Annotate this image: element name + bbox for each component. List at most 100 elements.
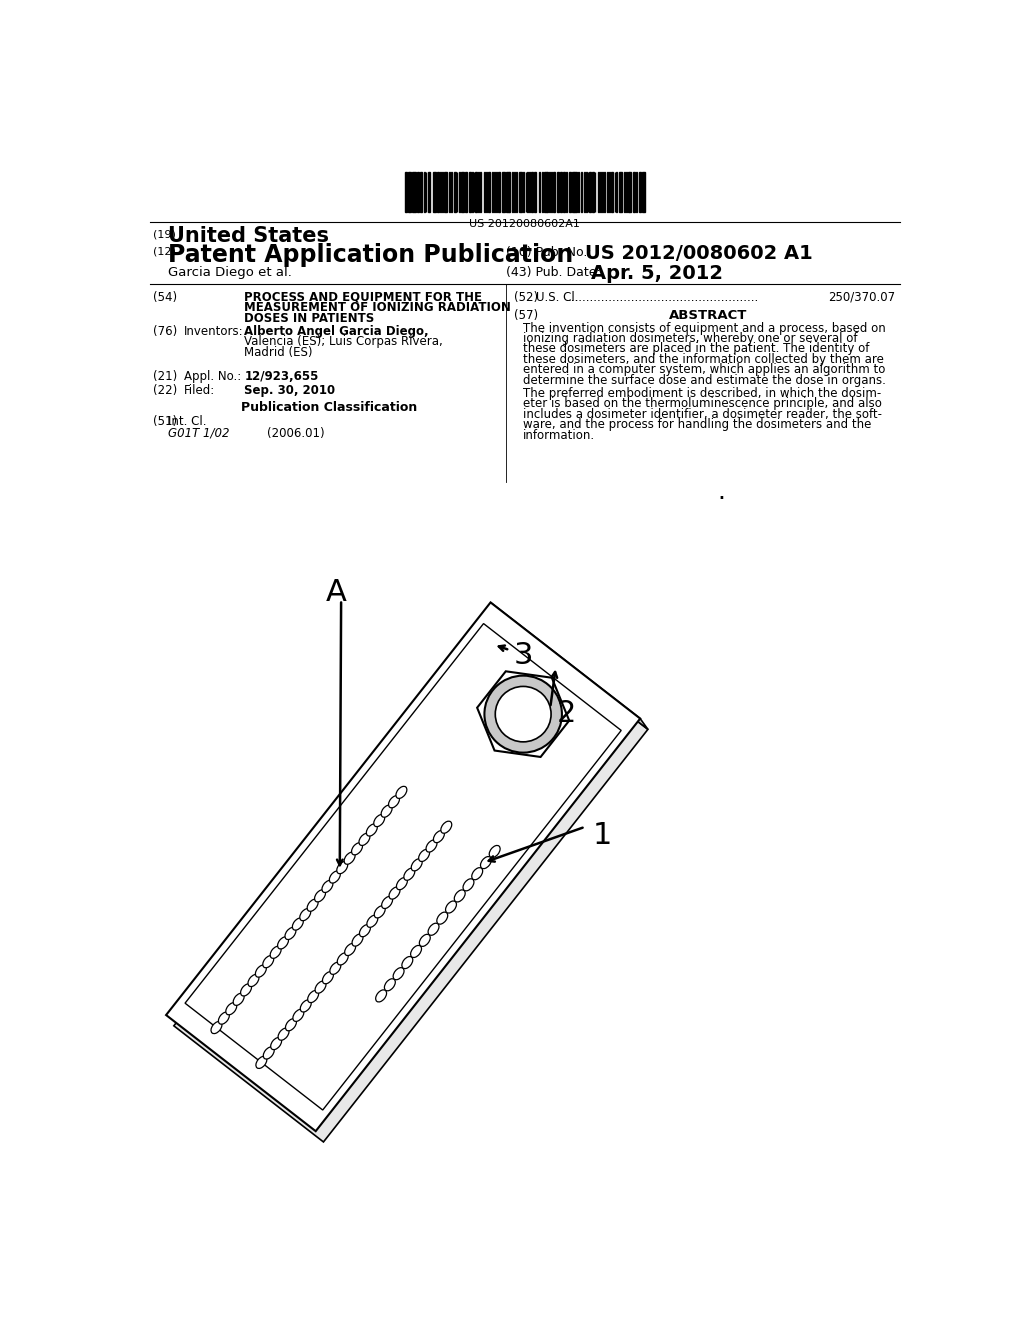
Text: (51): (51): [153, 414, 177, 428]
Bar: [642, 172, 645, 213]
Ellipse shape: [480, 857, 492, 869]
Text: (52): (52): [514, 290, 538, 304]
Bar: [404, 172, 407, 213]
Ellipse shape: [241, 983, 252, 997]
Ellipse shape: [285, 928, 296, 940]
Text: U.S. Cl.: U.S. Cl.: [536, 290, 579, 304]
Text: ionizing radiation dosimeters, whereby one or several of: ionizing radiation dosimeters, whereby o…: [523, 333, 858, 345]
Text: 2: 2: [556, 698, 575, 727]
Ellipse shape: [351, 842, 362, 855]
Polygon shape: [490, 602, 648, 730]
Bar: [417, 172, 419, 213]
Text: (2006.01): (2006.01): [267, 426, 326, 440]
Ellipse shape: [455, 890, 465, 902]
Ellipse shape: [374, 814, 385, 826]
Ellipse shape: [381, 805, 392, 817]
Polygon shape: [166, 602, 640, 1131]
Ellipse shape: [255, 965, 266, 977]
Bar: [437, 172, 438, 213]
Text: includes a dosimeter identifier, a dosimeter reader, the soft-: includes a dosimeter identifier, a dosim…: [523, 408, 883, 421]
Bar: [461, 172, 464, 213]
Ellipse shape: [412, 859, 422, 871]
Ellipse shape: [403, 869, 415, 880]
Text: (22): (22): [153, 384, 177, 397]
Text: Garcia Diego et al.: Garcia Diego et al.: [168, 267, 292, 280]
Ellipse shape: [330, 871, 340, 883]
Text: Appl. No.:: Appl. No.:: [183, 370, 241, 383]
Ellipse shape: [374, 906, 385, 917]
Bar: [499, 172, 500, 213]
Bar: [449, 172, 451, 213]
Ellipse shape: [233, 993, 244, 1006]
Text: The invention consists of equipment and a process, based on: The invention consists of equipment and …: [523, 322, 886, 335]
Text: ...................................................: ........................................…: [568, 290, 760, 304]
Bar: [569, 172, 570, 213]
Text: Patent Application Publication: Patent Application Publication: [168, 243, 573, 267]
Text: The preferred embodiment is described, in which the dosim-: The preferred embodiment is described, i…: [523, 387, 882, 400]
Text: .: .: [717, 480, 725, 504]
Bar: [620, 172, 622, 213]
Ellipse shape: [322, 880, 333, 892]
Ellipse shape: [344, 853, 355, 865]
Bar: [477, 172, 479, 213]
Bar: [592, 172, 594, 213]
Ellipse shape: [323, 972, 334, 983]
Ellipse shape: [256, 1056, 267, 1068]
Text: US 2012/0080602 A1: US 2012/0080602 A1: [586, 244, 813, 263]
Ellipse shape: [279, 1028, 289, 1040]
Ellipse shape: [359, 924, 371, 937]
Text: Publication Classification: Publication Classification: [242, 401, 418, 414]
Text: (21): (21): [153, 370, 177, 383]
Bar: [459, 172, 461, 213]
Ellipse shape: [367, 915, 378, 928]
Ellipse shape: [472, 867, 482, 879]
Ellipse shape: [426, 840, 437, 853]
Bar: [454, 172, 456, 213]
Ellipse shape: [337, 953, 348, 965]
Bar: [494, 172, 496, 213]
Ellipse shape: [286, 1019, 296, 1031]
Text: (10) Pub. No.:: (10) Pub. No.:: [506, 246, 592, 259]
Bar: [639, 172, 641, 213]
Bar: [512, 172, 513, 213]
Bar: [480, 172, 481, 213]
Bar: [589, 172, 591, 213]
Text: PROCESS AND EQUIPMENT FOR THE: PROCESS AND EQUIPMENT FOR THE: [245, 290, 482, 304]
Text: 12/923,655: 12/923,655: [245, 370, 318, 383]
Ellipse shape: [389, 887, 400, 899]
Text: (54): (54): [153, 290, 177, 304]
Ellipse shape: [419, 849, 429, 862]
Text: eter is based on the thermoluminescence principle, and also: eter is based on the thermoluminescence …: [523, 397, 882, 411]
Ellipse shape: [384, 978, 395, 991]
Ellipse shape: [211, 1022, 222, 1034]
Ellipse shape: [441, 821, 452, 833]
Bar: [535, 172, 537, 213]
Text: 1: 1: [593, 821, 612, 850]
Ellipse shape: [420, 935, 430, 946]
Ellipse shape: [445, 902, 457, 913]
Bar: [528, 172, 530, 213]
Text: Inventors:: Inventors:: [183, 325, 244, 338]
Ellipse shape: [437, 912, 447, 924]
Text: determine the surface dose and estimate the dose in organs.: determine the surface dose and estimate …: [523, 374, 886, 387]
Bar: [413, 172, 416, 213]
Ellipse shape: [314, 890, 326, 902]
Bar: [502, 172, 505, 213]
Text: Alberto Angel Garcia Diego,: Alberto Angel Garcia Diego,: [245, 325, 429, 338]
Bar: [598, 172, 599, 213]
Ellipse shape: [300, 1001, 311, 1012]
Ellipse shape: [376, 990, 387, 1002]
Ellipse shape: [270, 1038, 282, 1049]
Text: (19): (19): [153, 230, 176, 239]
Circle shape: [496, 686, 551, 742]
Ellipse shape: [307, 899, 318, 911]
Bar: [531, 172, 532, 213]
Ellipse shape: [248, 974, 259, 986]
Ellipse shape: [226, 1003, 237, 1015]
Bar: [563, 172, 565, 213]
Ellipse shape: [396, 878, 408, 890]
Text: Apr. 5, 2012: Apr. 5, 2012: [592, 264, 723, 282]
Ellipse shape: [393, 968, 404, 979]
Bar: [487, 172, 489, 213]
Ellipse shape: [359, 833, 370, 846]
